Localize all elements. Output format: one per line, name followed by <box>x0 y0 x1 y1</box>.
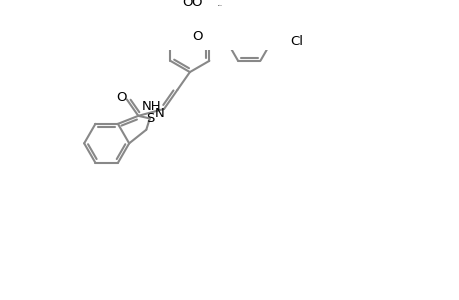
Text: O: O <box>116 91 127 104</box>
Text: NH: NH <box>142 100 162 113</box>
Text: O: O <box>182 0 192 9</box>
Text: Cl: Cl <box>290 35 302 48</box>
Text: S: S <box>146 112 154 125</box>
Text: N: N <box>155 107 164 120</box>
Text: O: O <box>191 0 202 9</box>
Text: methyl: methyl <box>217 5 222 6</box>
Text: O: O <box>192 30 202 43</box>
